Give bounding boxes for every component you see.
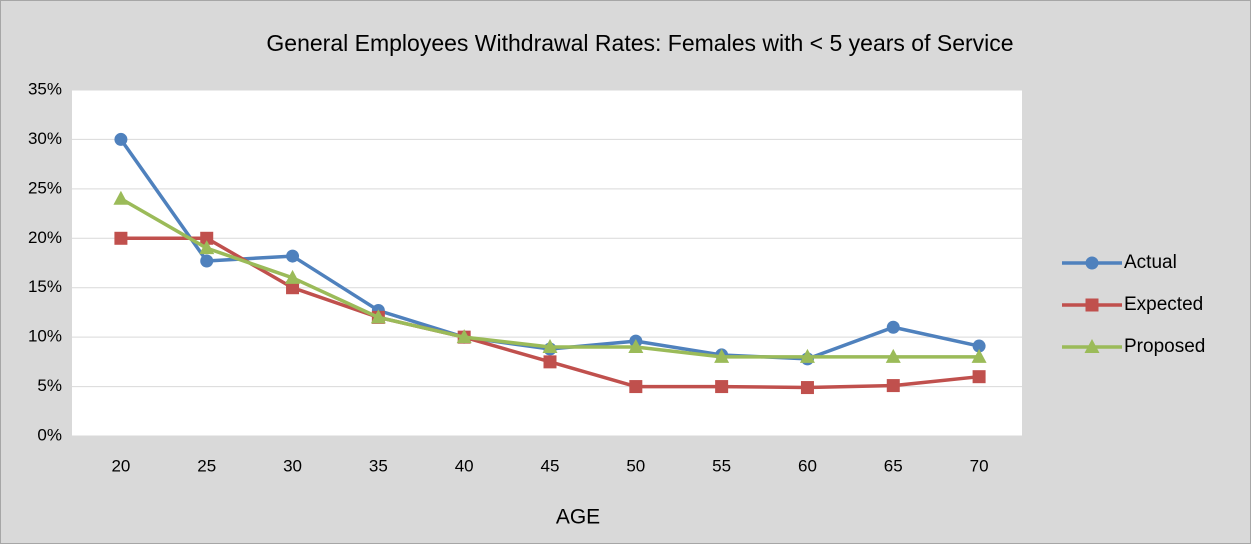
data-point [286, 249, 300, 263]
y-tick-label: 15% [28, 277, 62, 296]
x-tick-label: 30 [283, 456, 302, 475]
data-point [971, 348, 987, 363]
x-tick-label: 35 [369, 456, 388, 475]
x-tick-label: 20 [111, 456, 130, 475]
data-point [114, 231, 128, 245]
data-point [886, 379, 900, 393]
data-point [972, 370, 986, 384]
data-point [799, 348, 815, 363]
legend-marker [1085, 256, 1099, 270]
x-tick-label: 40 [455, 456, 474, 475]
data-point [542, 339, 558, 354]
data-point [886, 320, 900, 334]
data-point [199, 240, 215, 255]
y-tick-label: 30% [28, 129, 62, 148]
x-tick-label: 55 [712, 456, 731, 475]
legend-marker [1084, 339, 1100, 353]
data-point [113, 190, 129, 205]
data-point [200, 254, 214, 268]
data-point [885, 348, 901, 363]
data-point [114, 132, 128, 146]
data-point [628, 339, 644, 354]
y-tick-label: 35% [28, 79, 62, 98]
legend-label: Expected [1124, 294, 1203, 315]
y-tick-label: 5% [37, 376, 62, 395]
plot-area [72, 90, 1022, 436]
y-tick-label: 0% [37, 425, 62, 444]
y-tick-label: 25% [28, 178, 62, 197]
data-point [200, 231, 214, 245]
chart-title: General Employees Withdrawal Rates: Fema… [266, 30, 1013, 56]
data-point [629, 380, 643, 394]
data-point [715, 380, 729, 394]
x-tick-label: 45 [541, 456, 560, 475]
x-tick-label: 60 [798, 456, 817, 475]
y-tick-label: 10% [28, 327, 62, 346]
data-point [800, 381, 814, 395]
data-point [543, 355, 557, 369]
legend-marker [1085, 298, 1099, 312]
x-tick-label: 65 [884, 456, 903, 475]
data-point [456, 329, 472, 344]
data-point [714, 348, 730, 363]
data-point [370, 309, 386, 324]
x-axis-label: AGE [556, 506, 600, 529]
x-tick-label: 25 [197, 456, 216, 475]
legend-label: Proposed [1124, 336, 1205, 357]
legend-label: Actual [1124, 252, 1177, 273]
data-point [286, 281, 300, 295]
data-point [285, 269, 301, 284]
x-tick-label: 70 [970, 456, 989, 475]
y-tick-label: 20% [28, 228, 62, 247]
data-point [972, 339, 986, 353]
x-tick-label: 50 [626, 456, 645, 475]
